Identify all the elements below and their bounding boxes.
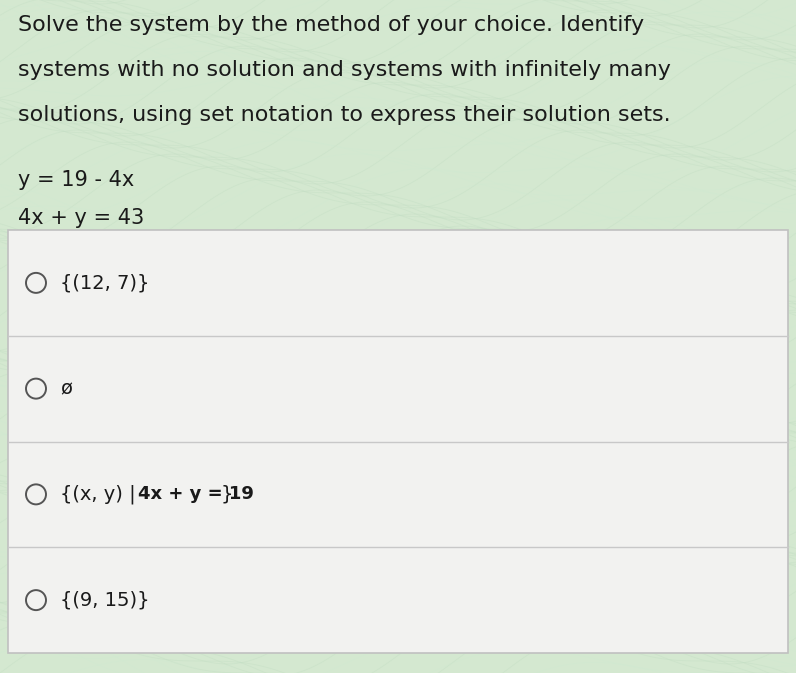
Text: 4x + y = 19: 4x + y = 19 xyxy=(138,485,254,503)
Text: y = 19 - 4x: y = 19 - 4x xyxy=(18,170,135,190)
Text: }: } xyxy=(220,485,233,504)
Text: solutions, using set notation to express their solution sets.: solutions, using set notation to express… xyxy=(18,105,670,125)
Text: {(12, 7)}: {(12, 7)} xyxy=(60,273,150,292)
Text: {(x, y) |: {(x, y) | xyxy=(60,485,142,504)
Text: systems with no solution and systems with infinitely many: systems with no solution and systems wit… xyxy=(18,60,671,80)
Text: {(9, 15)}: {(9, 15)} xyxy=(60,591,150,610)
Text: 4x + y = 43: 4x + y = 43 xyxy=(18,208,144,228)
Text: Solve the system by the method of your choice. Identify: Solve the system by the method of your c… xyxy=(18,15,644,35)
Text: ø: ø xyxy=(60,379,72,398)
Bar xyxy=(8,230,788,653)
